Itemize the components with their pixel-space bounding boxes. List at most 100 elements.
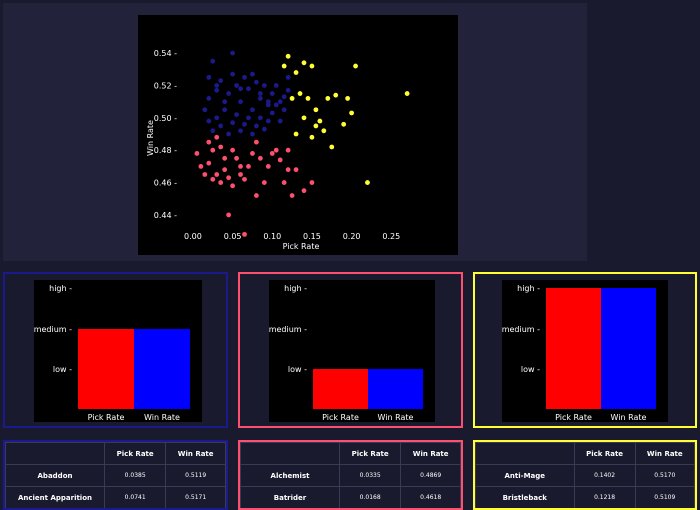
hero-name: Abaddon	[5, 464, 105, 487]
scatter-point	[289, 193, 295, 198]
scatter-point	[261, 180, 267, 185]
scatter-point	[202, 107, 208, 113]
win-rate-value: 0.4618	[400, 486, 461, 508]
scatter-point	[285, 147, 291, 153]
scatter-point	[238, 172, 243, 177]
table-header	[5, 442, 105, 465]
scatter-point	[293, 70, 299, 75]
scatter-point	[254, 79, 259, 85]
table-row: Batrider 0.0168 0.4618	[240, 486, 461, 508]
scatter-point	[210, 147, 216, 153]
table-row: Ancient Apparition 0.0741 0.5171	[5, 486, 226, 508]
scatter-point	[226, 91, 232, 96]
table-row: Bristleback 0.1218 0.5109	[475, 486, 695, 508]
x-tick-label: Win Rate	[144, 413, 180, 422]
scatter-point	[269, 110, 275, 116]
y-tick-label: 0.52 -	[154, 81, 177, 90]
y-tick-label: low -	[53, 365, 72, 374]
pick-rate-value: 0.1218	[573, 486, 636, 508]
scatter-point	[309, 63, 315, 69]
x-tick-label: 0.20	[343, 232, 361, 241]
scatter-point	[214, 134, 220, 140]
scatter-point	[277, 99, 283, 105]
y-tick-label: low -	[288, 365, 307, 374]
scatter-point	[250, 107, 255, 113]
cluster-2-table: Pick Rate Win Rate Alchemist 0.0335 0.48…	[240, 442, 461, 508]
x-tick-label: 0.05	[224, 232, 242, 241]
scatter-point	[265, 163, 271, 169]
table-header: Win Rate	[634, 442, 695, 465]
hero-name: Batrider	[240, 486, 340, 508]
cluster-1-table: Pick Rate Win Rate Abaddon 0.0385 0.5119…	[5, 442, 226, 508]
scatter-point	[273, 147, 279, 153]
scatter-point	[238, 99, 243, 105]
cluster-3-bar-card: high - medium - low - Pick Rate Win Rate	[473, 272, 697, 428]
scatter-point	[206, 160, 212, 166]
scatter-point	[301, 115, 307, 121]
scatter-point	[309, 180, 315, 185]
scatter-point	[301, 188, 307, 194]
scatter-point	[261, 83, 267, 88]
scatter-point	[277, 118, 283, 124]
scatter-point	[301, 60, 307, 66]
scatter-point	[254, 139, 259, 145]
scatter-point	[313, 123, 319, 129]
table-row: Anti-Mage 0.1402 0.5170	[475, 464, 695, 487]
win-rate-value: 0.4869	[400, 464, 461, 487]
hero-name: Alchemist	[240, 464, 340, 487]
x-tick-label: Pick Rate	[555, 413, 592, 422]
x-axis-label: Pick Rate	[283, 242, 320, 251]
scatter-point	[230, 120, 235, 126]
cluster-2-table-card: Pick Rate Win Rate Alchemist 0.0335 0.48…	[238, 440, 463, 510]
scatter-point	[257, 96, 263, 101]
scatter-point	[210, 58, 216, 64]
scatter-point	[206, 74, 212, 80]
scatter-point	[194, 151, 200, 156]
scatter-point	[242, 74, 247, 80]
scatter-point	[206, 118, 212, 124]
y-tick-label: medium -	[269, 325, 307, 334]
table-header: Pick Rate	[103, 442, 167, 465]
scatter-point	[206, 139, 212, 145]
scatter-point	[238, 86, 243, 92]
x-tick-label: Pick Rate	[322, 413, 359, 422]
scatter-point	[202, 172, 208, 177]
y-tick-label: medium -	[502, 325, 540, 334]
cluster-3-table: Pick Rate Win Rate Anti-Mage 0.1402 0.51…	[475, 442, 695, 508]
cluster-1-bar-chart: high - medium - low - Pick Rate Win Rate	[34, 280, 202, 422]
scatter-point	[222, 107, 228, 113]
scatter-point	[309, 134, 315, 140]
cluster-1-bar-card: high - medium - low - Pick Rate Win Rate	[3, 272, 228, 428]
scatter-point	[281, 94, 287, 100]
y-tick-label: 0.46 -	[154, 179, 177, 188]
scatter-point	[273, 102, 279, 108]
scatter-point	[265, 99, 271, 105]
scatter-point	[214, 115, 220, 121]
scatter-point	[214, 87, 220, 93]
bar	[546, 288, 601, 409]
scatter-point	[285, 74, 291, 80]
win-rate-value: 0.5171	[165, 486, 226, 508]
table-row: Abaddon 0.0385 0.5119	[5, 464, 226, 487]
scatter-point	[218, 180, 224, 185]
scatter-point	[281, 180, 287, 185]
scatter-chart: 0.00 0.05 0.10 0.15 0.20 0.25 0.44 - 0.46 - 0.48…	[138, 15, 458, 255]
scatter-point	[246, 115, 251, 121]
scatter-point	[234, 83, 239, 88]
scatter-point	[325, 96, 331, 101]
scatter-point	[285, 167, 291, 173]
cluster-2-bar-chart: high - medium - low - Pick Rate Win Rate	[269, 280, 435, 422]
scatter-point	[254, 193, 259, 198]
cluster-3-bar-chart: high - medium - low - Pick Rate Win Rate	[502, 280, 668, 422]
scatter-point	[234, 155, 239, 161]
cluster-3-table-card: Pick Rate Win Rate Anti-Mage 0.1402 0.51…	[473, 440, 697, 510]
scatter-point	[349, 110, 354, 116]
scatter-point	[250, 71, 255, 77]
scatter-point	[261, 126, 267, 132]
hero-name: Ancient Apparition	[5, 486, 105, 508]
scatter-point	[214, 83, 220, 88]
hero-name: Anti-Mage	[475, 464, 575, 487]
scatter-point	[250, 131, 255, 137]
bar	[368, 369, 423, 409]
scatter-point	[218, 78, 224, 84]
